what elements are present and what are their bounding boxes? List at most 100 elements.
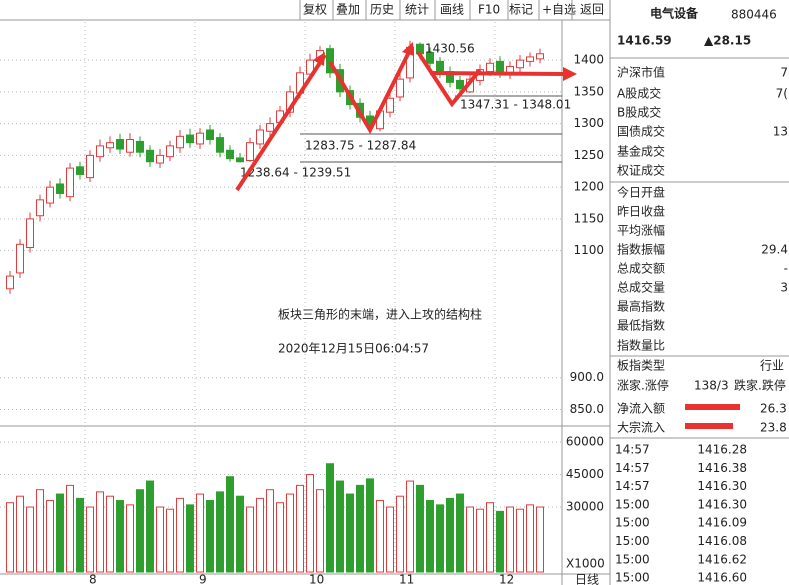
volume-bar: [336, 480, 344, 573]
stat-label: B股成交: [617, 105, 661, 120]
y-tick-label: 30000: [566, 500, 604, 514]
quote-name: 电气设备: [650, 6, 699, 21]
flow-label: 净流入额: [617, 402, 665, 416]
volume-bar: [456, 493, 464, 573]
volume-bar: [506, 506, 514, 573]
stat-value: -: [784, 262, 788, 276]
stat-value: 13: [773, 125, 788, 139]
stat-label: 基金成交: [617, 144, 665, 159]
candle-body: [426, 51, 434, 64]
flow-bar: [685, 423, 733, 429]
stat-label: 昨日收盘: [617, 204, 665, 219]
volume-bar: [446, 497, 454, 573]
volume-bar: [326, 463, 334, 573]
y-tick-label: 45000: [566, 467, 604, 481]
arrowhead: [402, 42, 414, 56]
x-tick-label: 10: [309, 573, 324, 585]
flow-label: 大宗流入: [617, 420, 665, 435]
unit-label: X1000: [566, 557, 605, 571]
stat-label: 指数振幅: [617, 242, 665, 257]
y-tick-label: 1250: [573, 148, 604, 162]
volume-bar: [516, 508, 524, 573]
x-tick-label: 11: [399, 573, 414, 585]
stat-value: 29.4: [761, 243, 788, 257]
arrowhead: [313, 52, 325, 66]
tick-price: 1416.62: [697, 552, 747, 566]
y-tick-label: 1150: [573, 211, 604, 225]
tick-price: 1416.38: [697, 461, 747, 475]
candle-body: [326, 48, 334, 74]
volume-bar: [366, 478, 374, 573]
candle-body: [106, 142, 114, 149]
breadth-value: 138/3: [694, 379, 729, 393]
volume-bar: [376, 500, 384, 573]
volume-bar: [426, 500, 434, 573]
candle-body: [36, 199, 44, 217]
arrow: [429, 71, 566, 76]
candle-body: [146, 149, 154, 163]
stat-label: A股成交: [617, 86, 661, 101]
overlay-text: 2020年12月15日06:04:57: [278, 342, 429, 356]
candle-body: [526, 56, 534, 62]
quote-code: 880446: [731, 8, 777, 22]
arrows: [235, 45, 566, 192]
tick-time: 14:57: [615, 443, 650, 457]
candle-body: [166, 145, 174, 158]
candle-body: [206, 129, 214, 141]
tick-time: 15:00: [615, 534, 650, 548]
y-tick-label: 850.0: [570, 402, 604, 416]
volume-bar: [26, 506, 34, 573]
volume-bar: [186, 504, 194, 573]
tick-time: 14:57: [615, 479, 650, 493]
stat-label: 最低指数: [617, 318, 665, 333]
x-axis-label: 日线: [575, 573, 599, 585]
volume-bar: [306, 474, 314, 573]
tick-time: 15:00: [615, 516, 650, 530]
stat-value: 7(: [776, 87, 788, 101]
volume-bar: [226, 476, 234, 573]
quote-price: 1416.59: [617, 34, 672, 48]
stat-label: 总成交额: [617, 261, 665, 276]
quote-change: ▲28.15: [704, 34, 751, 48]
volume-bar: [216, 491, 224, 573]
volume-bar: [16, 495, 24, 573]
y-tick-label: 1400: [573, 53, 604, 67]
volume-bar: [386, 506, 394, 573]
volume-bar: [76, 497, 84, 573]
volume-bar: [286, 493, 294, 573]
volume-bar: [396, 495, 404, 573]
volume-bar: [526, 504, 534, 573]
candle-body: [156, 154, 164, 164]
tick-price: 1416.30: [697, 479, 747, 493]
candle-body: [16, 243, 24, 274]
candle-body: [56, 183, 64, 195]
candle-body: [186, 134, 194, 144]
toolbar-button: +自选: [542, 3, 576, 17]
volume-bar: [116, 500, 124, 573]
stat-label: 指数量比: [617, 338, 665, 353]
x-tick-label: 9: [199, 573, 207, 585]
candle-body: [6, 275, 14, 290]
candle-body: [266, 123, 274, 132]
volume-bar: [406, 480, 414, 573]
volume-bar: [86, 506, 94, 573]
flow-bar: [685, 404, 740, 410]
candle-body: [456, 79, 464, 90]
toolbar-button: 返回: [580, 3, 604, 17]
toolbar-button: 复权: [303, 3, 327, 17]
volume-bar: [146, 480, 154, 573]
candle-body: [486, 62, 494, 73]
volume-bar: [486, 502, 494, 573]
y-tick-label: 900.0: [570, 370, 604, 384]
candle-body: [176, 135, 184, 149]
stat-label: 沪深市值: [617, 65, 665, 80]
candle-body: [126, 139, 134, 153]
breadth-label: 涨家.涨停: [617, 378, 669, 393]
tick-price: 1416.09: [697, 516, 747, 530]
tick-time: 15:00: [615, 571, 650, 585]
sector-label: 板指类型: [617, 358, 665, 373]
volume-bar: [106, 495, 114, 573]
toolbar-button: 历史: [370, 3, 394, 17]
